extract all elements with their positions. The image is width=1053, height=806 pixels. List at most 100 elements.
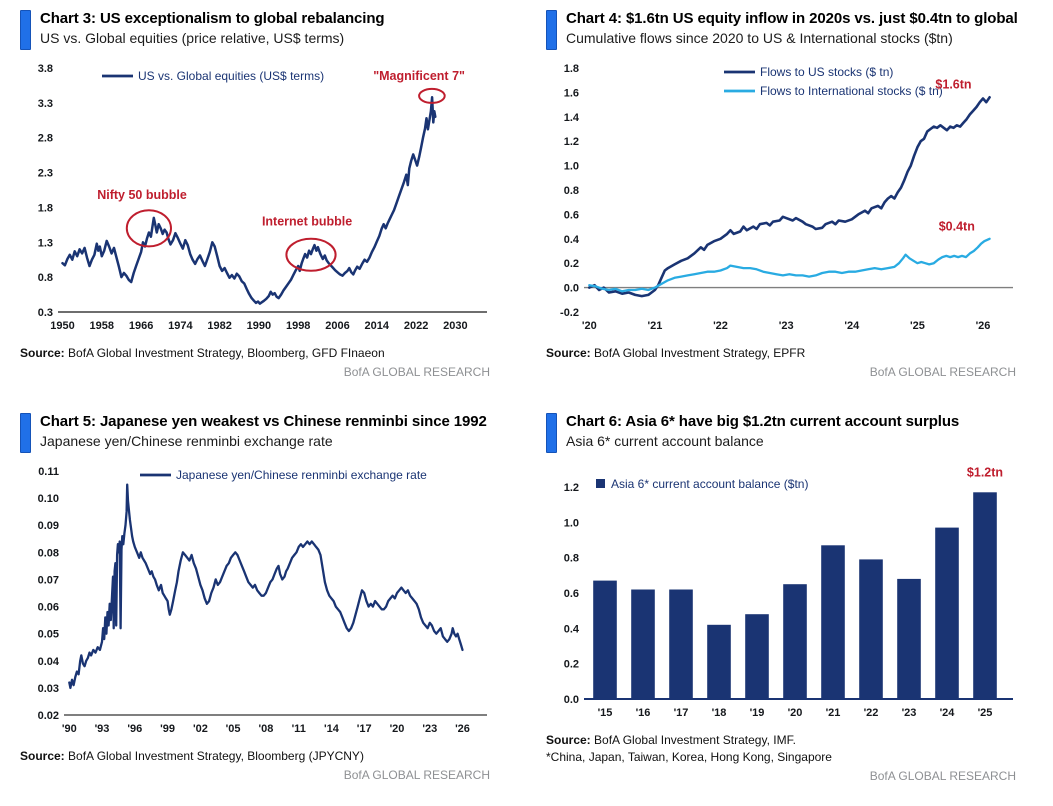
svg-text:'19: '19: [750, 707, 765, 719]
svg-text:'25: '25: [910, 320, 925, 332]
svg-text:'08: '08: [258, 723, 273, 735]
svg-text:0.8: 0.8: [564, 185, 579, 197]
svg-text:0.6: 0.6: [564, 588, 579, 600]
svg-text:'23: '23: [422, 723, 437, 735]
svg-text:'16: '16: [636, 707, 651, 719]
svg-text:1.0: 1.0: [564, 517, 579, 529]
svg-text:$1.6tn: $1.6tn: [935, 78, 971, 92]
svg-text:0.8: 0.8: [564, 553, 579, 565]
svg-text:0.4: 0.4: [564, 234, 580, 246]
chart-subtitle: US vs. Global equities (price relative, …: [40, 29, 345, 46]
svg-text:1966: 1966: [129, 320, 153, 332]
svg-text:Internet bubble: Internet bubble: [262, 215, 352, 229]
svg-text:0.4: 0.4: [564, 623, 580, 635]
chart-title: Chart 6: Asia 6* have big $1.2tn current…: [566, 413, 960, 430]
svg-text:2030: 2030: [443, 320, 467, 332]
svg-text:'11: '11: [292, 723, 306, 735]
svg-text:-0.2: -0.2: [560, 307, 579, 319]
svg-text:1990: 1990: [247, 320, 271, 332]
svg-text:'17: '17: [357, 723, 372, 735]
svg-text:'90: '90: [62, 723, 77, 735]
svg-text:1.8: 1.8: [38, 202, 53, 214]
chart4-plot: -0.2 0.0 0.2 0.4 0.6 0.8 1.0 1.2 1.4 1.6 1.8 '20 '21…: [546, 60, 1037, 338]
chart-title: Chart 5: Japanese yen weakest vs Chinese…: [40, 413, 487, 430]
svg-text:'18: '18: [712, 707, 727, 719]
source-label: Source:: [546, 733, 591, 747]
research-label: BofA GLOBAL RESEARCH: [343, 768, 490, 782]
source-line: Source: BofA Global Investment Strategy,…: [546, 733, 1037, 747]
svg-text:'25: '25: [978, 707, 993, 719]
svg-text:1998: 1998: [286, 320, 310, 332]
research-label: BofA GLOBAL RESEARCH: [869, 365, 1016, 379]
svg-text:0.02: 0.02: [38, 710, 59, 722]
svg-text:1950: 1950: [50, 320, 74, 332]
svg-text:0.08: 0.08: [38, 547, 59, 559]
svg-text:3.8: 3.8: [38, 63, 53, 75]
svg-text:0.2: 0.2: [564, 258, 579, 270]
svg-text:0.2: 0.2: [564, 659, 579, 671]
svg-text:"Magnificent 7": "Magnificent 7": [373, 69, 465, 83]
chart-subtitle: Asia 6* current account balance: [566, 432, 764, 449]
source-text: BofA Global Investment Strategy, Bloombe…: [68, 749, 364, 763]
svg-text:'23: '23: [779, 320, 794, 332]
svg-text:1982: 1982: [207, 320, 231, 332]
source-label: Source:: [546, 346, 591, 360]
research-label: BofA GLOBAL RESEARCH: [343, 365, 490, 379]
accent-bar: [546, 413, 557, 453]
source-text: BofA Global Investment Strategy, EPFR: [594, 346, 806, 360]
svg-text:1.3: 1.3: [38, 237, 53, 249]
svg-text:$1.2tn: $1.2tn: [967, 465, 1003, 479]
svg-text:Flows to International stocks: Flows to International stocks ($ tn): [760, 84, 943, 98]
accent-bar: [20, 413, 31, 453]
svg-text:'02: '02: [193, 723, 208, 735]
svg-text:0.10: 0.10: [38, 493, 59, 505]
svg-text:'20: '20: [582, 320, 597, 332]
svg-text:'15: '15: [598, 707, 613, 719]
chart5-panel: Chart 5: Japanese yen weakest vs Chinese…: [0, 403, 526, 806]
svg-text:3.3: 3.3: [38, 98, 53, 110]
source-text: BofA Global Investment Strategy, IMF.: [594, 733, 796, 747]
source-label: Source:: [20, 749, 65, 763]
svg-text:2.8: 2.8: [38, 133, 53, 145]
chart3-header: Chart 3: US exceptionalism to global reb…: [20, 10, 510, 50]
chart3-panel: Chart 3: US exceptionalism to global reb…: [0, 0, 526, 403]
chart4-header: Chart 4: $1.6tn US equity inflow in 2020…: [546, 10, 1037, 50]
svg-text:'23: '23: [902, 707, 917, 719]
svg-text:'24: '24: [844, 320, 860, 332]
svg-text:1974: 1974: [168, 320, 193, 332]
chart-subtitle: Japanese yen/Chinese renminbi exchange r…: [40, 432, 333, 449]
chart-title: Chart 3: US exceptionalism to global reb…: [40, 10, 385, 27]
chart4-panel: Chart 4: $1.6tn US equity inflow in 2020…: [526, 0, 1053, 403]
chart-title: Chart 4: $1.6tn US equity inflow in 2020…: [566, 10, 1018, 27]
chart-footnote: *China, Japan, Taiwan, Korea, Hong Kong,…: [546, 750, 832, 764]
svg-text:1.0: 1.0: [564, 161, 579, 173]
svg-text:'22: '22: [864, 707, 879, 719]
svg-text:'20: '20: [788, 707, 803, 719]
svg-text:0.11: 0.11: [38, 466, 59, 478]
svg-text:0.8: 0.8: [38, 272, 53, 284]
chart6-header: Chart 6: Asia 6* have big $1.2tn current…: [546, 413, 1037, 453]
svg-text:Asia 6* current account balanc: Asia 6* current account balance ($tn): [611, 477, 808, 491]
svg-text:'14: '14: [324, 723, 340, 735]
svg-text:0.04: 0.04: [38, 656, 60, 668]
svg-text:1.2: 1.2: [564, 482, 579, 494]
chart3-plot: 0.3 0.8 1.3 1.8 2.3 2.8 3.3 3.8 1950 1958 1966 1974…: [20, 60, 510, 338]
svg-text:'05: '05: [226, 723, 241, 735]
svg-text:'93: '93: [95, 723, 110, 735]
svg-text:0.03: 0.03: [38, 683, 59, 695]
svg-text:0.07: 0.07: [38, 574, 59, 586]
svg-text:0.0: 0.0: [564, 283, 579, 295]
source-label: Source:: [20, 346, 65, 360]
svg-text:2006: 2006: [325, 320, 349, 332]
svg-text:'99: '99: [160, 723, 175, 735]
research-label: BofA GLOBAL RESEARCH: [869, 769, 1016, 783]
chart-subtitle: Cumulative flows since 2020 to US & Inte…: [566, 29, 953, 46]
svg-text:0.06: 0.06: [38, 602, 59, 614]
svg-text:1.6: 1.6: [564, 87, 579, 99]
svg-text:0.3: 0.3: [38, 307, 53, 319]
chart6-plot: 0.0 0.2 0.4 0.6 0.8 1.0 1.2 '15 '16 '17 '18 '19 '20 '…: [546, 463, 1037, 725]
svg-text:'17: '17: [674, 707, 689, 719]
svg-text:2.3: 2.3: [38, 168, 53, 180]
svg-text:'21: '21: [826, 707, 841, 719]
svg-text:2022: 2022: [404, 320, 428, 332]
